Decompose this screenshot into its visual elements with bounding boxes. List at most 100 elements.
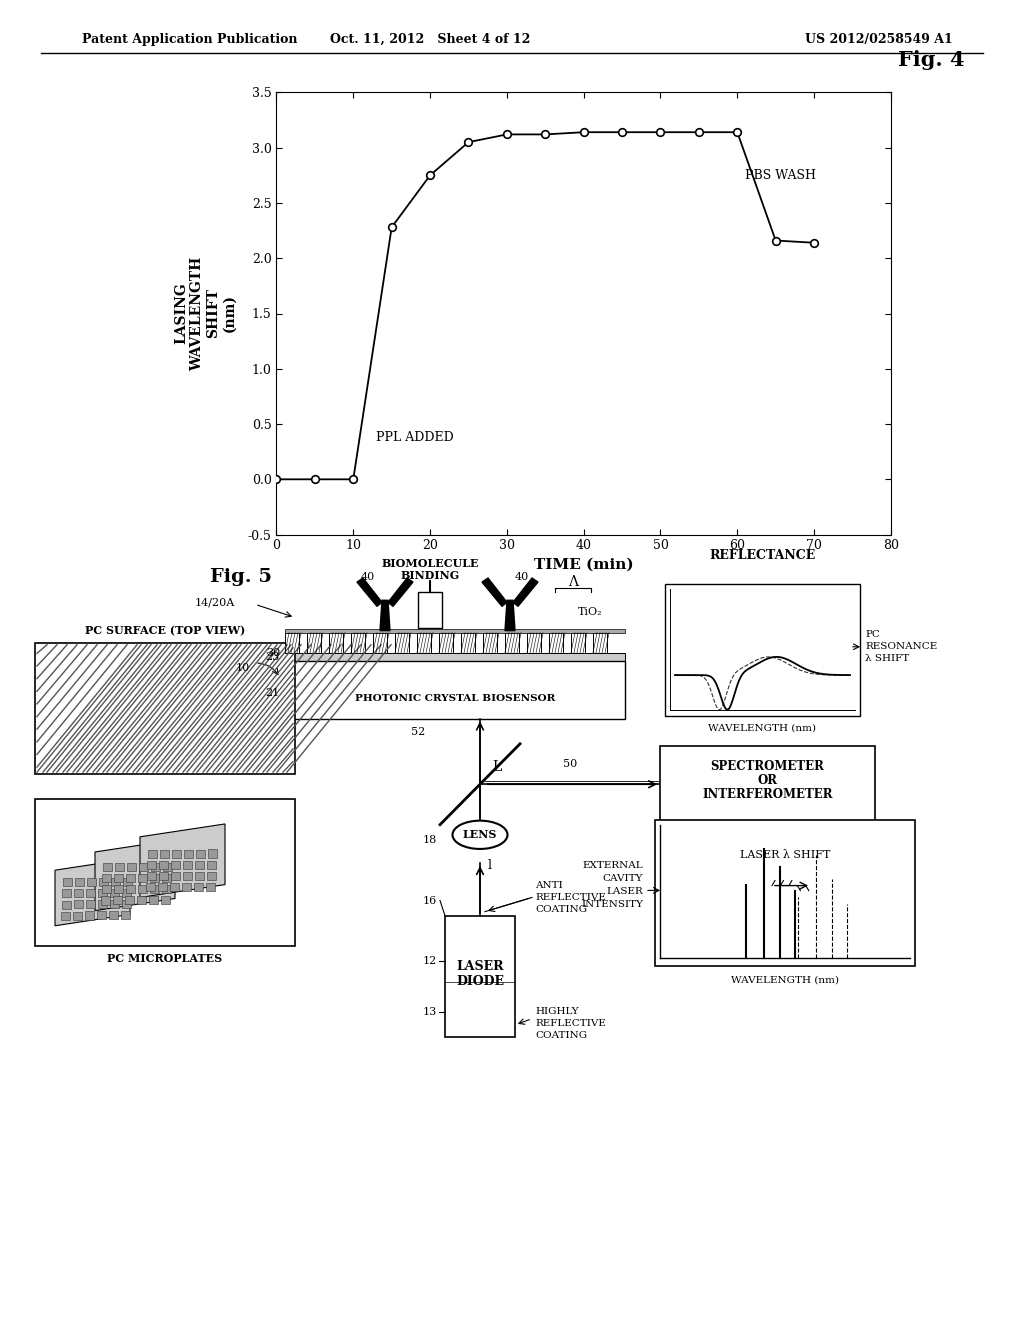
Bar [182, 883, 191, 891]
Bar [114, 874, 123, 882]
Bar [285, 632, 299, 653]
Bar [126, 874, 135, 882]
Text: 14/20A: 14/20A [195, 598, 234, 607]
Bar [62, 890, 71, 898]
Bar [505, 632, 519, 653]
Text: REFLECTANCE: REFLECTANCE [710, 549, 816, 562]
Bar [150, 896, 158, 904]
Text: 16: 16 [423, 895, 437, 906]
Text: 52: 52 [411, 727, 425, 737]
Bar [171, 850, 180, 858]
Text: 12: 12 [423, 956, 437, 966]
Text: EXTERNAL: EXTERNAL [583, 861, 643, 870]
Polygon shape [55, 859, 130, 925]
Bar [146, 873, 156, 880]
Bar [115, 863, 124, 871]
Bar [171, 873, 179, 880]
Bar [665, 585, 860, 715]
Bar [373, 632, 387, 653]
Bar [171, 861, 180, 869]
Text: PC: PC [865, 630, 880, 639]
Bar [114, 886, 123, 894]
Bar [207, 861, 216, 869]
Bar [158, 883, 167, 891]
Polygon shape [513, 578, 538, 606]
Text: λ SHIFT: λ SHIFT [865, 655, 909, 664]
Text: PC SURFACE (TOP VIEW): PC SURFACE (TOP VIEW) [85, 626, 245, 636]
Text: Fig. 5: Fig. 5 [210, 568, 272, 586]
Bar [98, 878, 108, 886]
Text: US 2012/0258549 A1: US 2012/0258549 A1 [805, 33, 952, 46]
Bar [162, 884, 171, 892]
Ellipse shape [453, 821, 508, 849]
Text: PBS WASH: PBS WASH [745, 169, 816, 182]
Text: BIOMOLECULE: BIOMOLECULE [381, 558, 479, 569]
Text: 30: 30 [266, 648, 280, 657]
Bar [207, 871, 215, 879]
Bar [351, 632, 365, 653]
Text: 40: 40 [360, 572, 375, 582]
Bar [593, 632, 607, 653]
Text: 10: 10 [236, 663, 250, 673]
Text: BINDING: BINDING [400, 569, 460, 581]
Polygon shape [140, 824, 225, 898]
Bar [161, 896, 170, 904]
Text: 18: 18 [423, 834, 437, 845]
Bar [101, 886, 111, 894]
Bar [137, 896, 146, 904]
Bar [127, 863, 135, 871]
Bar [126, 886, 134, 894]
Text: Oct. 11, 2012   Sheet 4 of 12: Oct. 11, 2012 Sheet 4 of 12 [330, 33, 530, 46]
Text: Fig. 4: Fig. 4 [898, 50, 965, 70]
Bar [85, 900, 94, 908]
Text: 23: 23 [266, 652, 280, 661]
Bar [138, 863, 147, 871]
Bar [61, 912, 70, 920]
Text: WAVELENGTH (nm): WAVELENGTH (nm) [709, 723, 816, 733]
Bar [183, 850, 193, 858]
Bar [163, 862, 171, 871]
Text: Λ: Λ [568, 576, 578, 589]
Bar [113, 896, 122, 904]
Bar [655, 820, 915, 966]
Text: RESONANCE: RESONANCE [865, 643, 937, 651]
Text: CAVITY: CAVITY [602, 874, 643, 883]
Text: LASER: LASER [606, 887, 643, 896]
X-axis label: TIME (min): TIME (min) [534, 558, 634, 572]
Bar [195, 861, 204, 869]
Bar [285, 653, 625, 661]
Bar [86, 890, 95, 898]
Bar [194, 883, 203, 891]
Bar [137, 884, 146, 894]
Bar [123, 878, 131, 886]
Bar [146, 883, 155, 891]
Bar [159, 873, 168, 880]
Bar [527, 632, 541, 653]
Bar [110, 888, 119, 898]
Text: Patent Application Publication: Patent Application Publication [82, 33, 297, 46]
Text: REFLECTIVE: REFLECTIVE [535, 892, 606, 902]
Bar [395, 632, 409, 653]
Text: INTERFEROMETER: INTERFEROMETER [702, 788, 833, 801]
Bar [73, 912, 82, 920]
Bar [97, 900, 106, 908]
Text: LENS: LENS [463, 829, 498, 841]
Bar [183, 861, 193, 869]
Bar [660, 746, 874, 822]
Bar [35, 800, 295, 946]
Bar [196, 850, 205, 858]
Text: REFLECTIVE: REFLECTIVE [535, 1019, 606, 1028]
Text: l: l [488, 858, 492, 871]
Bar [121, 911, 130, 919]
Bar [150, 874, 159, 882]
Text: SPECTROMETER: SPECTROMETER [711, 759, 824, 772]
Bar [208, 850, 216, 858]
Bar [101, 896, 110, 904]
Bar [549, 632, 563, 653]
Bar [151, 863, 160, 871]
Polygon shape [357, 578, 382, 606]
Bar [170, 883, 179, 891]
Text: INTENSITY: INTENSITY [581, 900, 643, 909]
Text: HIGHLY: HIGHLY [535, 1007, 579, 1016]
Bar [285, 628, 625, 632]
